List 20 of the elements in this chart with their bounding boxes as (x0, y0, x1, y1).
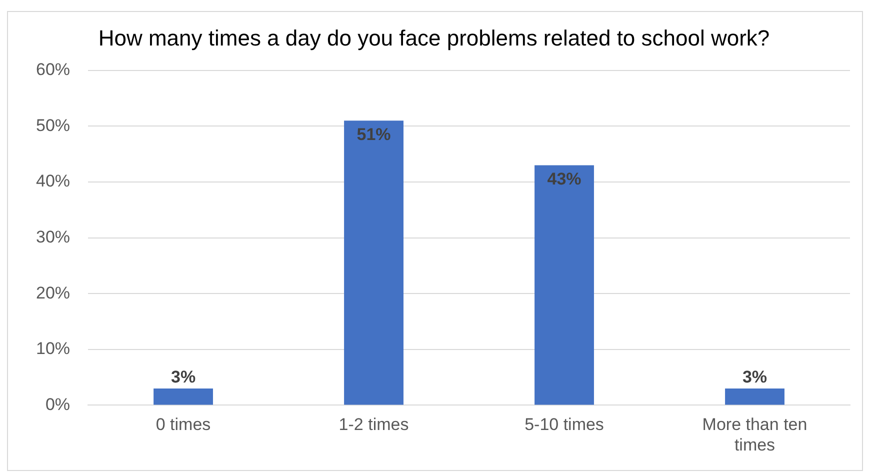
bar (154, 388, 213, 405)
y-tick-label: 30% (36, 227, 70, 246)
data-label: 3% (742, 368, 768, 387)
data-label: 3% (170, 368, 196, 387)
data-label: 51% (356, 124, 391, 144)
chart-title: How many times a day do you face problems related to school work? (98, 25, 770, 50)
y-tick-label: 20% (36, 283, 70, 302)
data-label: 43% (547, 169, 582, 188)
x-tick-label: 1-2 times (338, 415, 409, 434)
y-tick-label: 50% (36, 116, 70, 135)
y-tick-label: 0% (45, 394, 70, 414)
x-tick-label: 5-10 times (524, 415, 604, 434)
y-tick-label: 10% (36, 339, 70, 358)
bar (344, 120, 404, 405)
x-tick-label: More than ten times (702, 415, 808, 454)
y-tick-label: 60% (36, 60, 70, 80)
bar (534, 165, 594, 405)
bar (725, 388, 784, 405)
x-tick-label: 0 times (156, 415, 211, 434)
y-tick-label: 40% (36, 172, 70, 191)
